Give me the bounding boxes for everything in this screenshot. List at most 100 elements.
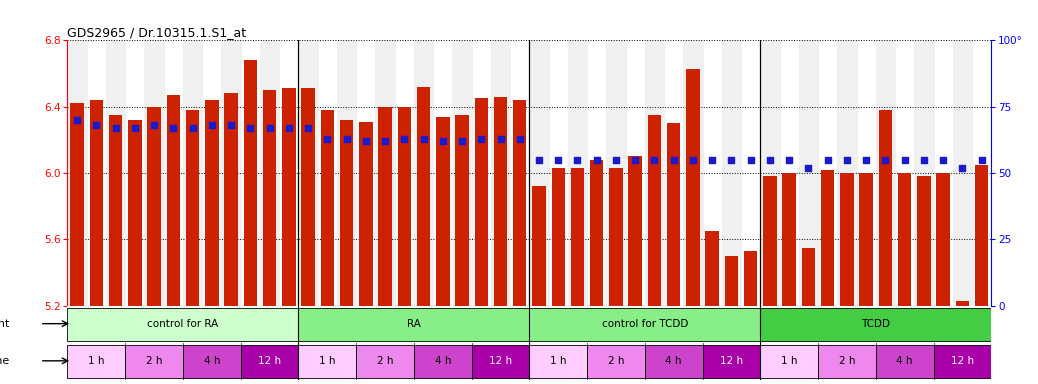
Point — [530, 157, 547, 163]
Text: 2 h: 2 h — [839, 356, 855, 366]
Bar — [953, 40, 972, 306]
Bar — [282, 88, 296, 306]
Bar — [551, 168, 565, 306]
Text: 4 h: 4 h — [435, 356, 452, 366]
Point — [742, 157, 759, 163]
Text: 1 h: 1 h — [319, 356, 335, 366]
Bar — [648, 115, 661, 306]
Point — [145, 122, 162, 128]
Bar — [725, 256, 738, 306]
Point — [473, 136, 490, 142]
Bar — [67, 345, 126, 378]
Bar — [840, 173, 853, 306]
Point — [242, 125, 258, 131]
Point — [935, 157, 952, 163]
Bar — [128, 120, 141, 306]
Point — [492, 136, 509, 142]
Text: 2 h: 2 h — [145, 356, 162, 366]
Text: 12 h: 12 h — [489, 356, 512, 366]
Bar — [109, 115, 122, 306]
Bar — [244, 60, 257, 306]
Bar — [513, 100, 526, 306]
Point — [185, 125, 201, 131]
Text: 1 h: 1 h — [88, 356, 105, 366]
Point — [723, 157, 740, 163]
Point — [954, 165, 971, 171]
Bar — [453, 40, 471, 306]
Bar — [299, 308, 529, 341]
Bar — [609, 168, 623, 306]
Point — [69, 117, 85, 123]
Bar — [321, 110, 334, 306]
Text: 12 h: 12 h — [258, 356, 281, 366]
Bar — [414, 345, 471, 378]
Point — [627, 157, 644, 163]
Point — [357, 138, 374, 144]
Bar — [299, 40, 318, 306]
Bar — [376, 40, 394, 306]
Bar — [299, 345, 356, 378]
Point — [435, 138, 452, 144]
Bar — [67, 308, 299, 341]
Bar — [474, 98, 488, 306]
Point — [454, 138, 470, 144]
Bar — [760, 345, 818, 378]
Point — [897, 157, 913, 163]
Bar — [491, 40, 510, 306]
Text: time: time — [0, 356, 10, 366]
Bar — [818, 345, 876, 378]
Point — [262, 125, 278, 131]
Point — [165, 125, 182, 131]
Point — [685, 157, 702, 163]
Bar — [263, 90, 276, 306]
Point — [107, 125, 124, 131]
Point — [319, 136, 335, 142]
Bar — [936, 173, 950, 306]
Bar — [494, 97, 508, 306]
Text: 4 h: 4 h — [897, 356, 913, 366]
Text: 4 h: 4 h — [203, 356, 220, 366]
Point — [223, 122, 240, 128]
Bar — [417, 87, 431, 306]
Bar — [975, 165, 988, 306]
Bar — [876, 40, 895, 306]
Bar — [529, 308, 760, 341]
Point — [819, 157, 836, 163]
Bar — [144, 40, 164, 306]
Point — [203, 122, 220, 128]
Bar — [763, 176, 776, 306]
Text: 12 h: 12 h — [720, 356, 743, 366]
Bar — [436, 117, 449, 306]
Bar — [147, 107, 161, 306]
Text: control for TCDD: control for TCDD — [602, 319, 688, 329]
Bar — [414, 40, 433, 306]
Text: 1 h: 1 h — [781, 356, 797, 366]
Bar — [398, 107, 411, 306]
Bar — [588, 345, 645, 378]
Bar — [529, 345, 588, 378]
Bar — [721, 40, 741, 306]
Bar — [799, 40, 818, 306]
Point — [377, 138, 393, 144]
Bar — [918, 176, 931, 306]
Text: 12 h: 12 h — [951, 356, 974, 366]
Point — [974, 157, 990, 163]
Point — [857, 157, 874, 163]
Point — [839, 157, 855, 163]
Point — [589, 157, 605, 163]
Text: 2 h: 2 h — [607, 356, 624, 366]
Bar — [532, 186, 546, 306]
Bar — [956, 301, 969, 306]
Bar — [529, 40, 549, 306]
Bar — [67, 40, 87, 306]
Text: RA: RA — [407, 319, 420, 329]
Text: TCDD: TCDD — [862, 319, 891, 329]
Bar — [106, 40, 126, 306]
Bar — [378, 107, 391, 306]
Bar — [760, 40, 780, 306]
Bar — [821, 170, 835, 306]
Bar — [667, 123, 681, 306]
Bar — [356, 345, 414, 378]
Point — [127, 125, 143, 131]
Point — [607, 157, 624, 163]
